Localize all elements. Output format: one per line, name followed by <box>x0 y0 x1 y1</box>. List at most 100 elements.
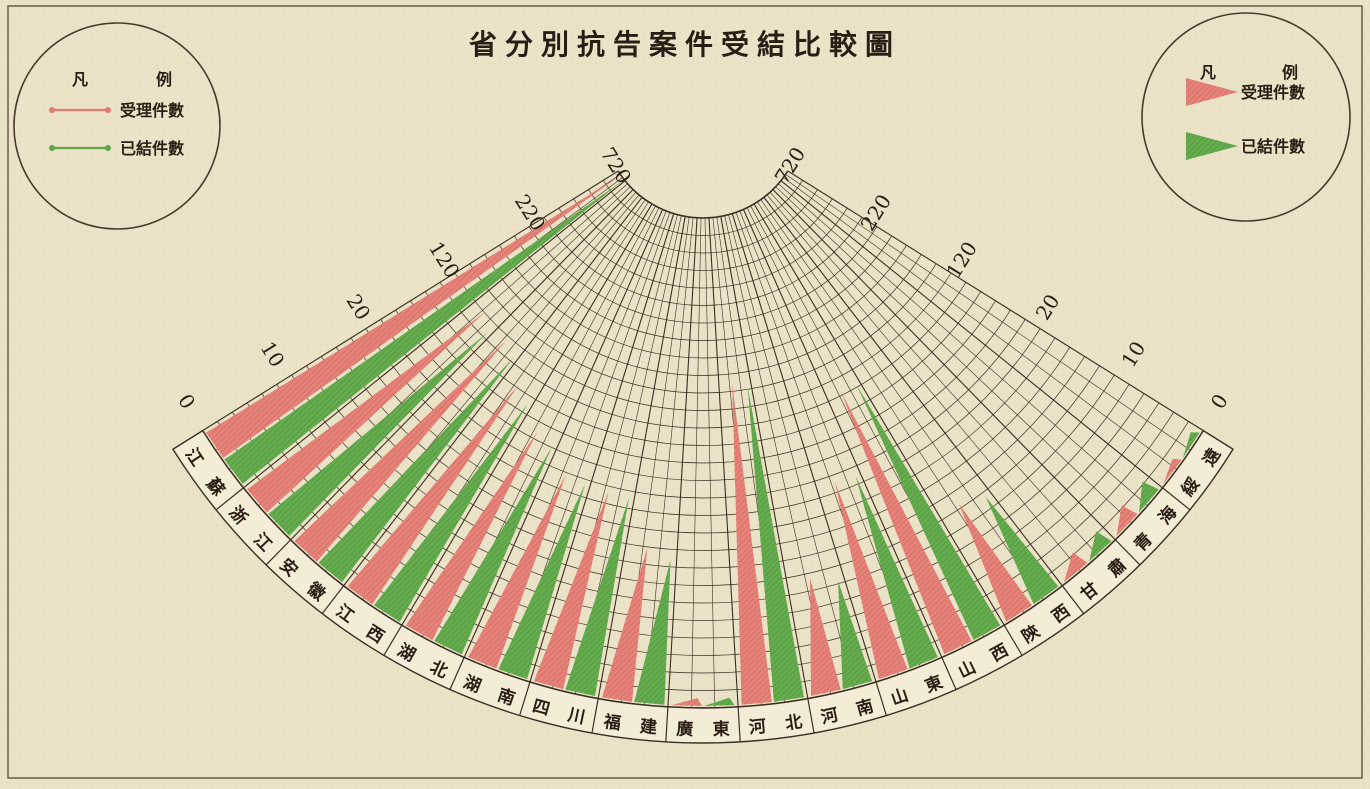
grid-arc <box>454 272 952 411</box>
bar-concluded-3 <box>374 403 528 622</box>
chart-frame <box>7 5 1363 779</box>
grid-radial <box>708 217 739 707</box>
label-band-divider <box>1115 539 1141 566</box>
label-band-divider <box>875 681 887 716</box>
bar-received-11 <box>834 481 908 680</box>
bar-concluded-4 <box>434 447 552 655</box>
province-label-5: 南 <box>495 684 518 709</box>
grid-radial <box>766 194 1081 572</box>
label-band-divider <box>449 657 465 690</box>
label-band-divider <box>941 657 957 690</box>
grid-radial <box>720 216 809 699</box>
label-band-divider <box>1061 585 1085 615</box>
legend-right: 凡 例 受理件數 已結件數 <box>1141 12 1351 222</box>
bar-received-2 <box>294 339 507 562</box>
grid-arc <box>395 309 1011 481</box>
province-label-7: 福 <box>601 711 622 734</box>
province-label-9: 河 <box>748 717 767 738</box>
bar-concluded-14 <box>1089 531 1112 562</box>
province-label-6: 川 <box>565 705 587 728</box>
bar-received-16 <box>1163 458 1182 484</box>
label-band-divider <box>383 624 403 656</box>
grid-arc <box>543 217 863 306</box>
label-band-divider <box>1162 487 1191 511</box>
label-band-divider <box>1003 624 1023 656</box>
legend-right-border <box>1141 12 1351 222</box>
grid-arc <box>484 254 922 376</box>
bar-received-14 <box>1064 552 1088 583</box>
legend-left-red-dot-a <box>49 107 55 113</box>
grid-radial <box>772 189 1116 541</box>
grid-arc <box>469 263 937 394</box>
label-band-divider <box>737 706 741 742</box>
grid-radial <box>787 170 1204 432</box>
bar-received-3 <box>347 385 518 605</box>
bar-concluded-6 <box>565 497 629 696</box>
grid-arc <box>424 291 982 446</box>
legend-left-title-1: 凡 <box>72 70 88 89</box>
bar-received-9 <box>732 383 772 705</box>
grid-arc <box>514 235 892 341</box>
label-band-divider <box>265 539 291 566</box>
bar-concluded-7 <box>634 559 671 705</box>
bar-received-6 <box>533 491 609 690</box>
grid-arc <box>350 337 1056 534</box>
bar-concluded-8 <box>704 697 735 706</box>
legend-right-title-1: 凡 <box>1200 63 1216 82</box>
bar-concluded-1 <box>268 332 488 536</box>
legend-right-item-2: 已結件數 <box>1241 137 1305 156</box>
bar-concluded-16 <box>1182 432 1200 458</box>
bar-received-12 <box>840 391 972 655</box>
bar-received-15 <box>1116 505 1138 536</box>
legend-left-border <box>13 22 221 230</box>
province-label-11: 東 <box>922 671 946 697</box>
grid-radial <box>780 180 1164 489</box>
grid-arc <box>588 189 818 254</box>
grid-radial <box>529 213 675 683</box>
chart-bars <box>206 175 1200 706</box>
chart-title: 省分別抗告案件受結比較圖 <box>469 28 901 61</box>
bar-received-0 <box>206 175 621 458</box>
grid-arc <box>380 319 1026 499</box>
grid-radial <box>775 186 1133 524</box>
legend-left-green-dot-b <box>105 145 111 151</box>
legend-left-red-dot-b <box>105 107 111 113</box>
legend-left-title-2: 例 <box>156 70 172 89</box>
bar-concluded-0 <box>224 179 625 484</box>
legend-right-item-1: 受理件數 <box>1241 83 1305 102</box>
province-label-10: 河 <box>819 705 840 728</box>
bar-concluded-11 <box>855 475 938 669</box>
grid-arc <box>439 282 967 429</box>
grid-radial <box>690 217 702 708</box>
bar-concluded-13 <box>985 496 1059 605</box>
bar-concluded-2 <box>318 357 514 583</box>
grid-arc <box>499 244 907 359</box>
province-label-11: 山 <box>889 685 912 709</box>
grid-arc <box>573 198 833 271</box>
grid-arc <box>528 226 878 324</box>
province-label-8: 東 <box>712 718 730 739</box>
grid-radial <box>290 189 634 541</box>
grid-radial <box>785 174 1191 451</box>
grid-arc <box>558 207 848 289</box>
label-band-divider <box>1203 430 1234 450</box>
province-label-5: 湖 <box>460 672 483 697</box>
bar-received-8 <box>671 698 702 706</box>
bar-concluded-10 <box>838 580 873 690</box>
bar-concluded-5 <box>498 483 586 680</box>
province-label-7: 建 <box>639 716 658 738</box>
bar-concluded-9 <box>747 385 804 702</box>
province-label-10: 南 <box>854 695 876 720</box>
province-label-6: 四 <box>530 696 552 720</box>
bar-concluded-12 <box>856 384 1001 641</box>
label-band-divider <box>172 430 203 450</box>
bar-received-4 <box>405 431 538 641</box>
grid-radial <box>769 192 1099 557</box>
grid-radial <box>783 177 1178 470</box>
bar-received-10 <box>810 578 841 696</box>
grid-radial <box>704 217 716 708</box>
label-band-divider <box>807 698 815 734</box>
grid-radial <box>763 196 1063 587</box>
